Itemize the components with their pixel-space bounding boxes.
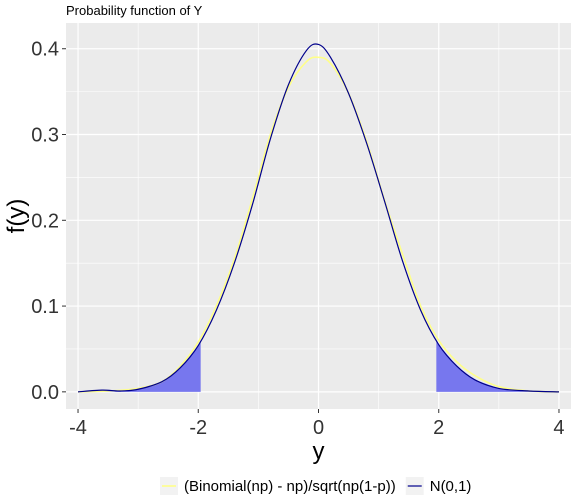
x-tick-label: 4	[553, 417, 564, 439]
series-lines	[77, 43, 560, 393]
shaded-regions	[78, 340, 559, 392]
x-axis-title: y	[313, 438, 325, 465]
y-tick-label: 0.1	[31, 296, 59, 318]
chart-title: Probability function of Y	[66, 3, 203, 18]
y-tick-label: 0.3	[31, 125, 59, 147]
y-axis-title: f(y)	[3, 199, 30, 234]
legend-label: (Binomial(np) - np)/sqrt(np(1-p))	[184, 478, 396, 495]
x-tick-label: -2	[189, 417, 207, 439]
x-tick-label: 2	[433, 417, 444, 439]
y-tick-label: 0.0	[31, 382, 59, 404]
y-tick-label: 0.4	[31, 39, 59, 61]
legend-label: N(0,1)	[430, 478, 472, 495]
series-binomial-line	[77, 56, 560, 393]
x-tick-label: 0	[313, 417, 324, 439]
series-normal-line	[77, 43, 559, 393]
shaded-tail-region	[436, 340, 559, 392]
legend: (Binomial(np) - np)/sqrt(np(1-p)) N(0,1)	[160, 477, 471, 495]
y-tick-label: 0.2	[31, 210, 59, 232]
x-tick-label: -4	[69, 417, 87, 439]
axis-ticks: -4 -2 0 2 4 0.0 0.1 0.2 0.3 0.4	[31, 39, 564, 439]
shaded-tail-region	[78, 340, 201, 392]
